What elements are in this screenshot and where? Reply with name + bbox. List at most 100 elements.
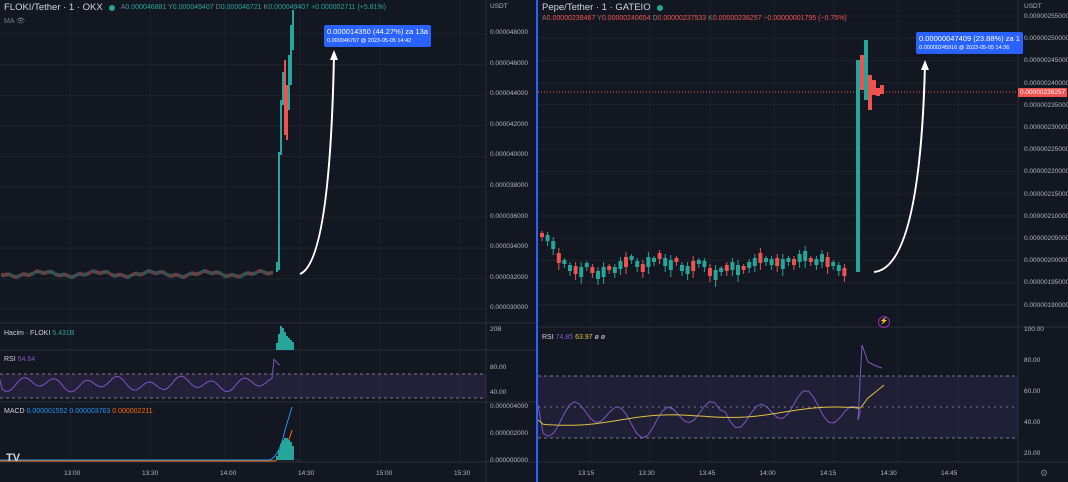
price-axis-label: 0.000046000 xyxy=(490,59,528,67)
price-axis-label: 0.00000240000 xyxy=(1024,79,1068,87)
gear-icon[interactable]: ⚙ xyxy=(1040,468,1049,478)
floki-ohlc: A0.000046881 Y0.000049407 D0.000046721 K… xyxy=(120,4,387,11)
rsi-ma-line xyxy=(538,384,885,426)
candle xyxy=(618,261,623,269)
candle xyxy=(282,72,284,105)
time-axis-label: 14:00 xyxy=(220,470,237,477)
candle xyxy=(612,267,617,273)
floki-rsi-axis-40: 40.00 xyxy=(490,389,507,396)
volume-bar xyxy=(276,343,278,350)
price-axis-label: 0.00000230000 xyxy=(1024,124,1068,131)
candle xyxy=(808,258,813,262)
signal-line xyxy=(0,429,293,462)
candle xyxy=(601,267,606,277)
lightning-icon[interactable]: ⚡ xyxy=(878,316,890,328)
candle xyxy=(596,271,600,279)
pepe-ohlc: A0.00000239467 Y0.00000240654 D0.0000023… xyxy=(542,15,847,22)
candle xyxy=(842,268,847,276)
panel-divider[interactable] xyxy=(536,0,538,482)
floki-rsi-legend: RSI 64.64 xyxy=(4,356,36,363)
candle xyxy=(724,265,729,271)
price-axis-label: 0.000032000 xyxy=(490,273,528,281)
candle xyxy=(797,254,802,262)
time-axis-label: 13:00 xyxy=(64,470,81,477)
candle xyxy=(663,258,668,266)
floki-currency-label[interactable]: USDT xyxy=(490,3,508,10)
volume-bar xyxy=(278,334,280,350)
candle xyxy=(573,266,578,274)
volume-bar xyxy=(282,328,284,350)
candle xyxy=(780,259,785,269)
pepe-measure-callout[interactable]: 0.00000047409 (23.88%) za 1 0.0000024591… xyxy=(916,32,1023,54)
candle xyxy=(290,25,292,85)
candle xyxy=(624,257,628,267)
volume-bar xyxy=(280,326,282,350)
price-axis-label: 0.00000195000 xyxy=(1024,279,1068,287)
price-axis-label: 0.00000200000 xyxy=(1024,257,1068,265)
pepe-chart-canvas[interactable] xyxy=(538,0,1068,482)
candle xyxy=(280,100,282,155)
floki-volume-legend: Hacim · FLOKI 5.431B xyxy=(4,330,75,337)
time-axis-label: 15:00 xyxy=(376,470,393,477)
price-axis-label: 0.00000255000 xyxy=(1024,13,1068,20)
candle xyxy=(741,266,746,270)
pepe-currency-label[interactable]: USDT xyxy=(1024,3,1042,10)
time-axis-label: 13:15 xyxy=(578,470,595,477)
candle xyxy=(708,268,712,276)
macd-histogram-bar xyxy=(290,442,292,460)
macd-histogram-bar xyxy=(276,456,278,460)
candle xyxy=(551,241,556,249)
candle xyxy=(696,260,701,264)
macd-histogram-bar xyxy=(286,438,288,460)
candle xyxy=(691,261,696,271)
candle xyxy=(278,152,280,270)
candle xyxy=(752,258,757,266)
candle xyxy=(668,260,673,270)
time-axis-label: 13:45 xyxy=(699,470,716,477)
macd-histogram-bar xyxy=(280,444,282,460)
macd-histogram-bar xyxy=(278,450,280,460)
floki-volume-axis: 20B xyxy=(490,326,502,333)
volume-bar xyxy=(284,332,286,350)
price-axis-label: 0.000042000 xyxy=(490,120,528,128)
tradingview-logo-icon[interactable]: TV xyxy=(6,452,21,464)
price-axis-label: 0.00000210000 xyxy=(1024,212,1068,220)
time-axis-label: 14:30 xyxy=(880,470,897,477)
floki-ma-row[interactable]: MA 👁 xyxy=(4,18,25,25)
floki-chart-panel[interactable]: FLOKI/Tether · 1 · OKX A0.000046881 Y0.0… xyxy=(0,0,536,482)
rsi-axis-label: 80.00 xyxy=(1024,357,1041,364)
candle xyxy=(868,75,872,110)
candle xyxy=(719,268,724,272)
rsi-band xyxy=(0,374,486,398)
rsi-axis-label: 60.00 xyxy=(1024,388,1041,395)
volume-bar xyxy=(292,342,294,350)
measure-arrow-line xyxy=(873,63,926,273)
floki-symbol-title[interactable]: FLOKI/Tether · 1 · OKX xyxy=(4,2,103,13)
rsi-line xyxy=(538,344,883,439)
floki-measure-callout[interactable]: 0.000014350 (44.27%) za 13a 0.000046767 … xyxy=(324,25,431,47)
price-axis-label: 0.00000225000 xyxy=(1024,146,1068,154)
floki-chart-canvas[interactable] xyxy=(0,0,536,482)
rsi-axis-label: 100.00 xyxy=(1024,326,1044,333)
candle xyxy=(864,40,868,100)
measure-arrow-line xyxy=(299,53,335,275)
candle xyxy=(764,258,768,262)
candle xyxy=(562,260,567,264)
pepe-chart-panel[interactable]: Pepe/Tether · 1 · GATEIO A0.00000239467 … xyxy=(538,0,1068,482)
pepe-rsi-legend: RSI 74.85 63.97 ø ø xyxy=(542,334,606,341)
pepe-legend: Pepe/Tether · 1 · GATEIO xyxy=(542,2,663,13)
pepe-last-price-tag: 0.00000238257 xyxy=(1018,88,1068,97)
candle xyxy=(786,258,791,262)
price-axis-label: 0.00000245000 xyxy=(1024,57,1068,65)
price-axis-label: 0.00000250000 xyxy=(1024,35,1068,43)
time-axis-label: 13:30 xyxy=(142,470,159,477)
candle xyxy=(635,261,640,267)
candle xyxy=(556,253,561,263)
candle xyxy=(836,265,841,271)
pepe-symbol-title[interactable]: Pepe/Tether · 1 · GATEIO xyxy=(542,2,651,13)
volume-bar xyxy=(288,338,290,350)
candle xyxy=(856,60,860,272)
price-axis-label: 0.00000205000 xyxy=(1024,235,1068,242)
candle xyxy=(646,257,651,267)
eye-icon[interactable]: 👁 xyxy=(16,18,25,25)
